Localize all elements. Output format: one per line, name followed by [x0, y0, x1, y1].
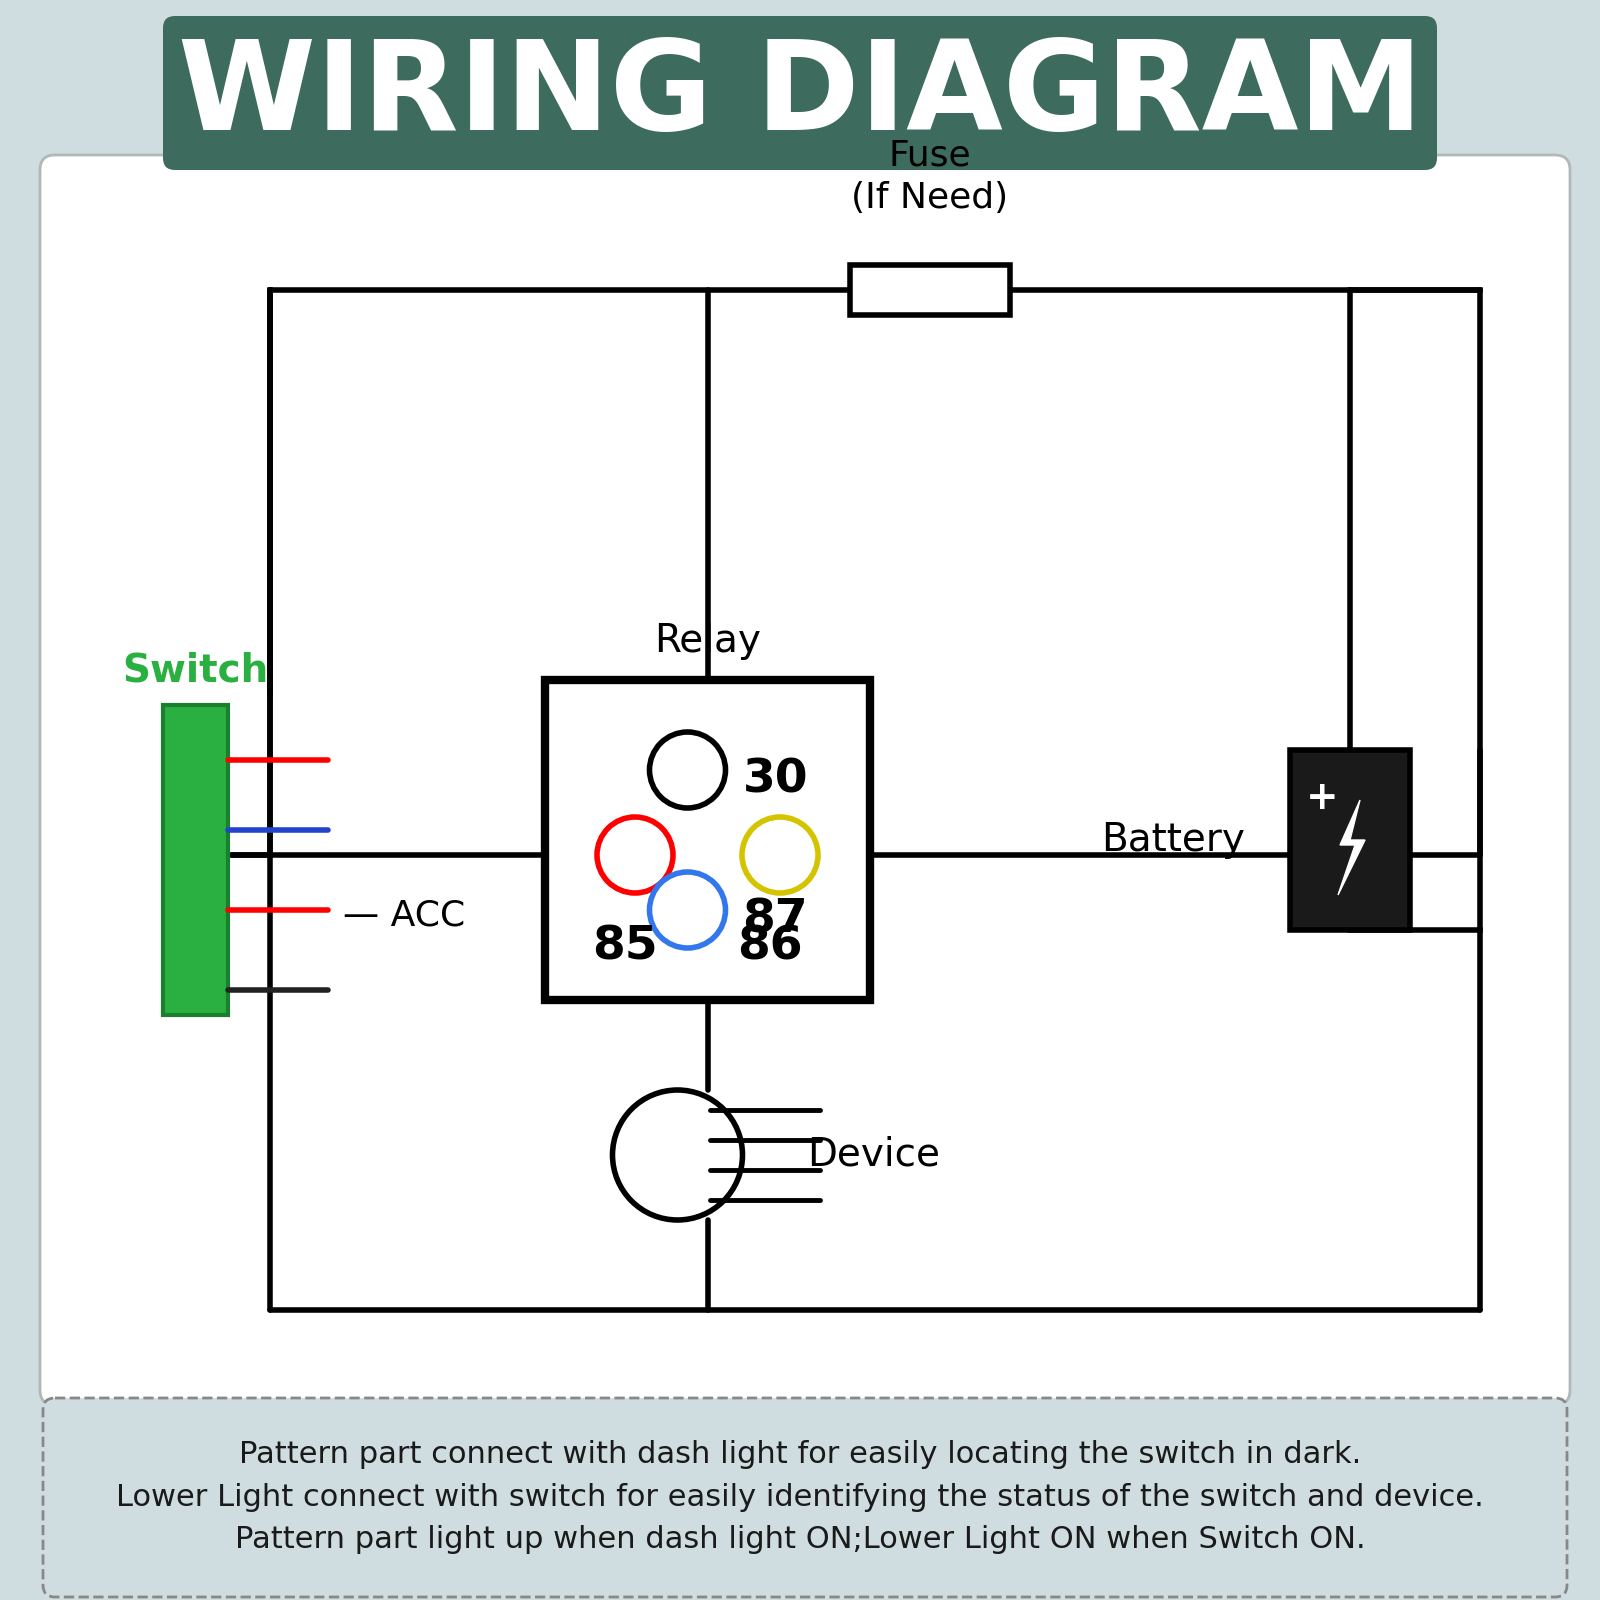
Bar [850, 266, 1010, 315]
Text: — ACC: — ACC [342, 898, 466, 931]
Text: 85: 85 [592, 925, 658, 970]
FancyBboxPatch shape [163, 16, 1437, 170]
FancyBboxPatch shape [40, 155, 1570, 1405]
Polygon shape [1338, 800, 1365, 894]
Text: 86: 86 [738, 925, 803, 970]
Text: Pattern part connect with dash light for easily locating the switch in dark.
Low: Pattern part connect with dash light for… [117, 1440, 1483, 1554]
Text: 30: 30 [742, 757, 808, 803]
Circle shape [613, 1090, 742, 1219]
Text: WIRING DIAGRAM: WIRING DIAGRAM [178, 35, 1422, 157]
Text: 87: 87 [742, 898, 808, 942]
Bar [163, 706, 229, 1014]
Text: Switch: Switch [122, 653, 269, 690]
Text: Device: Device [808, 1136, 941, 1174]
Text: Fuse
(If Need): Fuse (If Need) [851, 139, 1008, 214]
Text: Relay: Relay [654, 622, 762, 659]
Text: Battery: Battery [1101, 821, 1245, 859]
Circle shape [650, 872, 725, 947]
Text: +: + [1306, 779, 1338, 818]
Circle shape [597, 818, 674, 893]
Circle shape [650, 733, 725, 808]
Bar [546, 680, 870, 1000]
FancyBboxPatch shape [43, 1398, 1566, 1597]
Bar [1290, 750, 1410, 930]
Circle shape [742, 818, 818, 893]
